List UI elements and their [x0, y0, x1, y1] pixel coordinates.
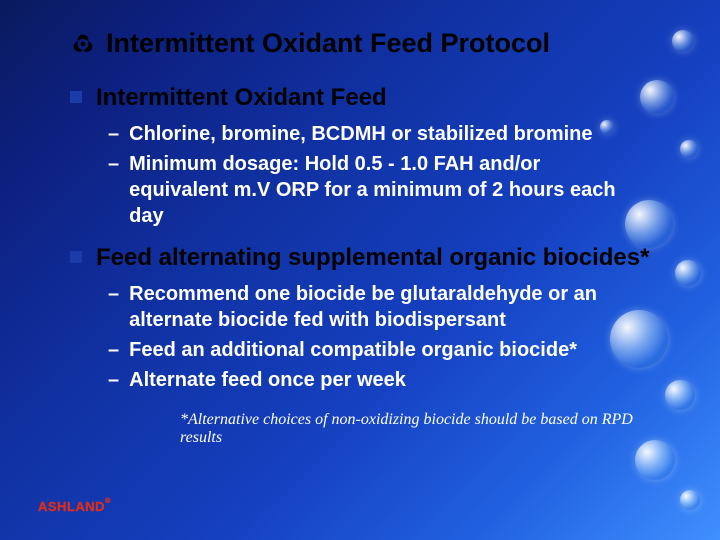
main-bullet-text: Feed alternating supplemental organic bi… — [96, 243, 649, 273]
sub-bullet: – Alternate feed once per week — [108, 367, 630, 393]
slide-body: Intermittent Oxidant Feed Protocol Inter… — [0, 0, 720, 540]
sub-list: – Chlorine, bromine, BCDMH or stabilized… — [108, 121, 630, 229]
biohazard-icon — [70, 31, 96, 57]
registered-mark: ® — [105, 498, 111, 505]
slide-title: Intermittent Oxidant Feed Protocol — [106, 28, 550, 59]
main-bullet: Feed alternating supplemental organic bi… — [50, 243, 670, 393]
dash-icon: – — [108, 151, 119, 229]
dash-icon: – — [108, 121, 119, 147]
square-bullet-icon — [70, 251, 82, 263]
sub-bullet-text: Chlorine, bromine, BCDMH or stabilized b… — [129, 121, 592, 147]
logo-text: ASHLAND — [38, 499, 105, 514]
sub-bullet: – Chlorine, bromine, BCDMH or stabilized… — [108, 121, 630, 147]
dash-icon: – — [108, 367, 119, 393]
sub-bullet-text: Feed an additional compatible organic bi… — [129, 337, 577, 363]
main-list: Intermittent Oxidant Feed – Chlorine, br… — [50, 83, 670, 393]
sub-bullet: – Minimum dosage: Hold 0.5 - 1.0 FAH and… — [108, 151, 630, 229]
main-bullet: Intermittent Oxidant Feed – Chlorine, br… — [50, 83, 670, 229]
main-bullet-text: Intermittent Oxidant Feed — [96, 83, 387, 113]
dash-icon: – — [108, 337, 119, 363]
brand-logo: ASHLAND® — [38, 499, 111, 514]
sub-bullet-text: Alternate feed once per week — [129, 367, 406, 393]
sub-list: – Recommend one biocide be glutaraldehyd… — [108, 281, 630, 393]
sub-bullet-text: Minimum dosage: Hold 0.5 - 1.0 FAH and/o… — [129, 151, 630, 229]
footnote-text: *Alternative choices of non-oxidizing bi… — [180, 411, 670, 447]
dash-icon: – — [108, 281, 119, 333]
sub-bullet-text: Recommend one biocide be glutaraldehyde … — [129, 281, 630, 333]
slide-title-row: Intermittent Oxidant Feed Protocol — [70, 28, 670, 59]
sub-bullet: – Recommend one biocide be glutaraldehyd… — [108, 281, 630, 333]
sub-bullet: – Feed an additional compatible organic … — [108, 337, 630, 363]
square-bullet-icon — [70, 91, 82, 103]
